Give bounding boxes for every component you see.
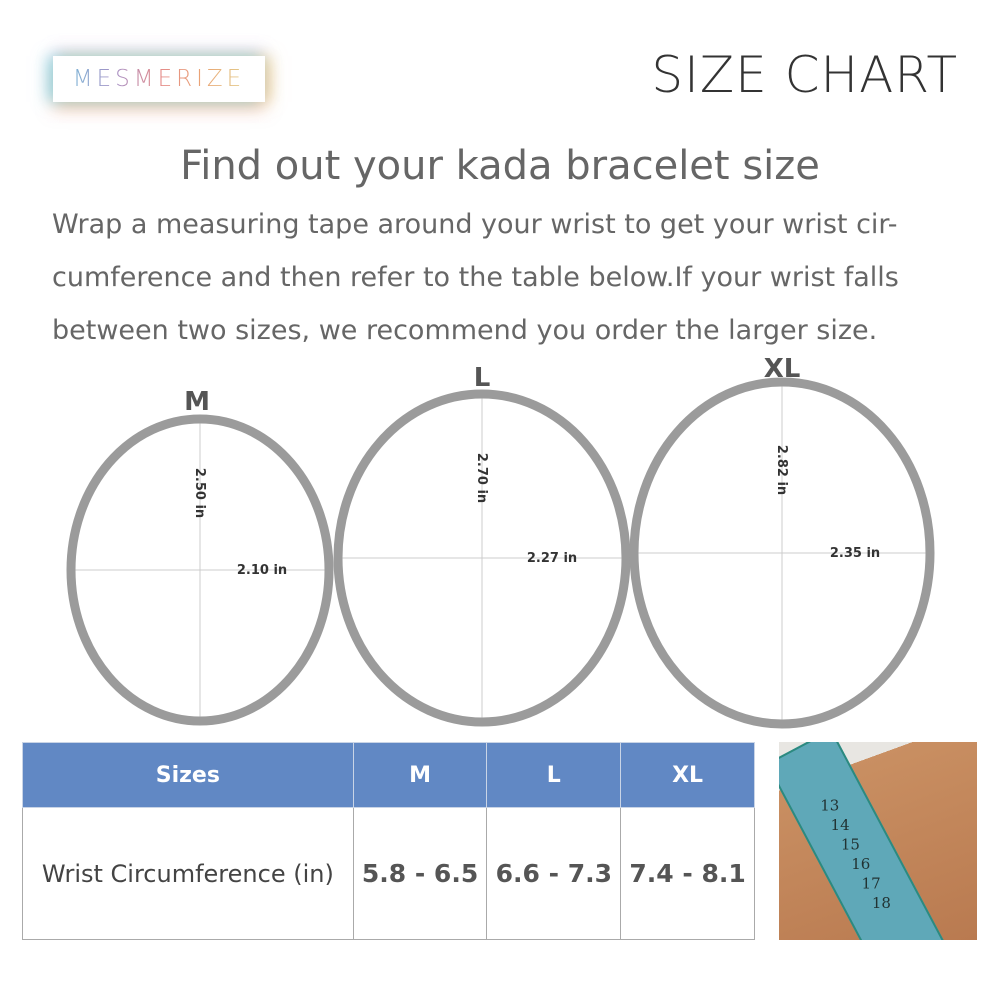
size-label: XL	[764, 354, 801, 384]
bracelet-l: L 2.27 in 2.70 in	[333, 363, 631, 727]
heading: Find out your kada bracelet size	[180, 143, 820, 189]
width-label: 2.35 in	[830, 546, 880, 561]
bracelet-diagram: M 2.10 in 2.50 in L 2.27 in 2.70 in XL 2…	[66, 354, 935, 729]
size-table: Sizes M L XL Wrist Circumference (in) 5.…	[22, 742, 755, 940]
row-label: Wrist Circumference (in)	[22, 807, 354, 940]
brand-logo: MESMERIZE	[53, 56, 265, 102]
width-label: 2.10 in	[237, 563, 287, 578]
header-cell: XL	[620, 742, 755, 808]
bracelet-xl: XL 2.35 in 2.82 in	[629, 354, 935, 729]
height-label: 2.70 in	[474, 453, 489, 503]
height-label: 2.50 in	[192, 468, 207, 518]
height-label: 2.82 in	[774, 445, 789, 495]
wrist-measurement-photo: 13 14 15 16 17 18	[779, 742, 977, 940]
measuring-tape: 13 14 15 16 17 18	[779, 742, 946, 940]
table-cell: 5.8 - 6.5	[352, 807, 488, 940]
header-cell: Sizes	[22, 742, 354, 808]
size-label: M	[184, 387, 210, 417]
bracelet-m: M 2.10 in 2.50 in	[66, 387, 334, 726]
size-label: L	[474, 363, 491, 393]
description: Wrap a measuring tape around your wrist …	[52, 209, 899, 346]
page-title: SIZE CHART	[651, 46, 958, 104]
table-header-row: Sizes M L XL	[22, 742, 755, 808]
width-label: 2.27 in	[527, 551, 577, 566]
table-cell: 7.4 - 8.1	[620, 807, 755, 940]
header-cell: M	[352, 742, 488, 808]
table-row: Wrist Circumference (in) 5.8 - 6.5 6.6 -…	[22, 807, 755, 940]
table-cell: 6.6 - 7.3	[486, 807, 622, 940]
header-cell: L	[486, 742, 622, 808]
